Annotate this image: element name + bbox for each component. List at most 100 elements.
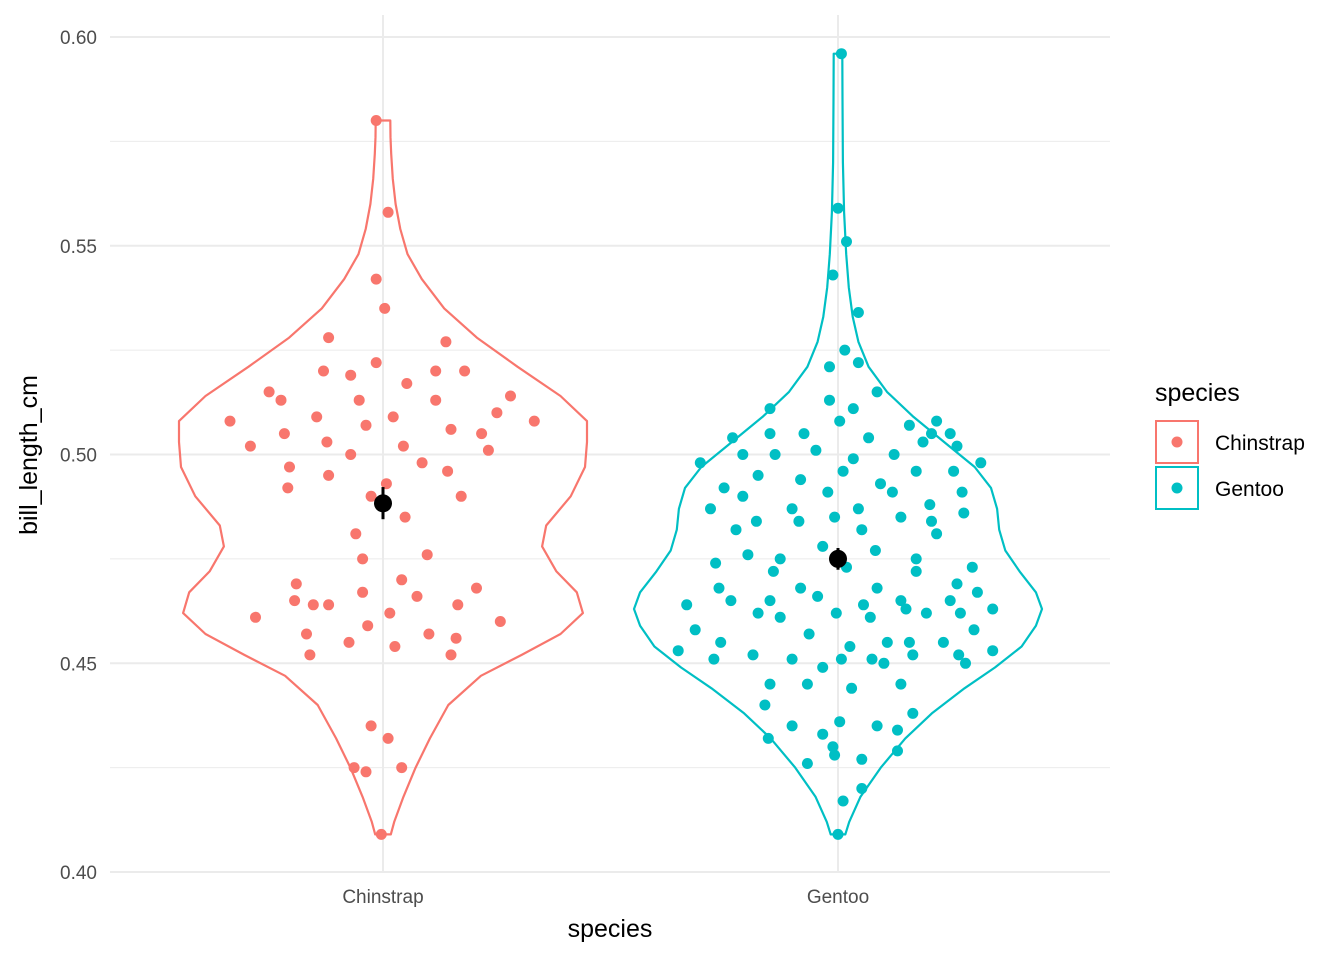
data-point-gentoo — [725, 595, 737, 607]
data-point-gentoo — [844, 641, 856, 652]
data-point-chinstrap — [387, 411, 399, 423]
legend-key-chinstrap — [1155, 420, 1199, 464]
data-point-chinstrap — [345, 449, 357, 460]
data-point-chinstrap — [505, 390, 516, 402]
data-point-gentoo — [944, 428, 956, 440]
data-point-gentoo — [863, 432, 875, 444]
data-point-chinstrap — [321, 436, 333, 448]
y-tick-label: 0.60 — [60, 28, 97, 49]
data-point-gentoo — [847, 403, 859, 415]
data-point-gentoo — [886, 486, 898, 498]
data-point-gentoo — [795, 582, 807, 594]
data-point-chinstrap — [384, 607, 396, 619]
data-point-chinstrap — [284, 461, 295, 473]
legend-label-gentoo: Gentoo — [1215, 478, 1284, 501]
data-point-gentoo — [832, 202, 844, 214]
data-point-chinstrap — [450, 632, 462, 644]
data-point-chinstrap — [290, 578, 302, 590]
data-point-gentoo — [987, 603, 999, 615]
data-points — [224, 48, 999, 840]
data-point-gentoo — [931, 528, 943, 540]
data-point-chinstrap — [350, 528, 362, 540]
data-point-chinstrap — [452, 599, 464, 611]
data-point-chinstrap — [323, 469, 335, 481]
data-point-gentoo — [730, 524, 742, 536]
data-point-gentoo — [839, 344, 851, 356]
legend-dot-chinstrap — [1171, 436, 1183, 448]
data-point-gentoo — [960, 657, 971, 669]
data-point-gentoo — [834, 415, 846, 427]
data-point-chinstrap — [445, 649, 457, 661]
data-point-gentoo — [803, 628, 815, 640]
data-point-gentoo — [829, 511, 841, 523]
legend-dot-gentoo — [1171, 482, 1183, 494]
data-point-gentoo — [752, 607, 764, 619]
data-point-chinstrap — [375, 828, 387, 840]
data-point-gentoo — [951, 440, 963, 452]
data-point-gentoo — [764, 595, 776, 607]
data-point-gentoo — [881, 636, 893, 648]
data-point-chinstrap — [416, 457, 428, 469]
data-point-gentoo — [895, 595, 907, 607]
data-point-chinstrap — [282, 482, 294, 494]
data-point-gentoo — [834, 716, 846, 728]
data-point-gentoo — [710, 557, 722, 569]
data-point-gentoo — [956, 486, 968, 498]
data-point-chinstrap — [411, 590, 423, 602]
data-point-chinstrap — [380, 478, 392, 490]
data-point-gentoo — [786, 653, 798, 665]
data-point-chinstrap — [224, 415, 236, 427]
data-point-chinstrap — [304, 649, 316, 661]
data-point-gentoo — [892, 724, 903, 736]
data-point-chinstrap — [289, 595, 301, 607]
data-point-chinstrap — [250, 611, 261, 623]
data-point-chinstrap — [397, 440, 409, 452]
data-point-gentoo — [827, 269, 839, 281]
data-point-chinstrap — [491, 407, 503, 419]
data-point-gentoo — [856, 783, 868, 794]
data-point-gentoo — [824, 394, 835, 406]
data-point-chinstrap — [353, 394, 365, 406]
data-point-gentoo — [852, 357, 864, 369]
data-point-gentoo — [759, 699, 771, 711]
data-point-gentoo — [793, 515, 805, 527]
data-point-chinstrap — [278, 428, 290, 440]
y-tick-label: 0.40 — [60, 863, 97, 884]
data-point-chinstrap — [476, 428, 488, 440]
data-point-chinstrap — [379, 302, 391, 314]
data-point-gentoo — [822, 486, 834, 498]
data-point-gentoo — [742, 549, 754, 561]
data-point-gentoo — [672, 645, 684, 657]
data-point-chinstrap — [430, 394, 442, 406]
data-point-chinstrap — [362, 620, 374, 632]
data-point-chinstrap — [382, 206, 394, 218]
data-point-gentoo — [856, 524, 868, 536]
data-point-gentoo — [750, 515, 762, 527]
data-point-gentoo — [837, 465, 849, 477]
data-point-gentoo — [948, 465, 960, 477]
data-point-gentoo — [900, 603, 912, 615]
data-point-gentoo — [798, 428, 810, 440]
y-tick-label: 0.50 — [60, 446, 97, 467]
data-point-chinstrap — [348, 762, 360, 774]
data-point-chinstrap — [360, 419, 372, 431]
data-point-chinstrap — [399, 511, 411, 523]
data-point-gentoo — [774, 611, 786, 623]
data-point-gentoo — [910, 565, 922, 577]
data-point-chinstrap — [528, 415, 540, 427]
data-point-chinstrap — [442, 465, 454, 477]
data-point-gentoo — [944, 595, 956, 607]
data-point-chinstrap — [357, 553, 369, 565]
legend: species Chinstrap Gentoo — [1155, 379, 1305, 510]
data-point-chinstrap — [244, 440, 256, 452]
data-point-chinstrap — [345, 369, 357, 381]
data-point-gentoo — [878, 657, 890, 669]
data-point-chinstrap — [396, 762, 408, 774]
legend-title: species — [1155, 379, 1240, 407]
data-point-chinstrap — [370, 357, 382, 369]
data-point-gentoo — [875, 478, 886, 490]
data-point-gentoo — [812, 590, 824, 602]
data-point-chinstrap — [471, 582, 482, 594]
data-point-chinstrap — [275, 394, 287, 406]
